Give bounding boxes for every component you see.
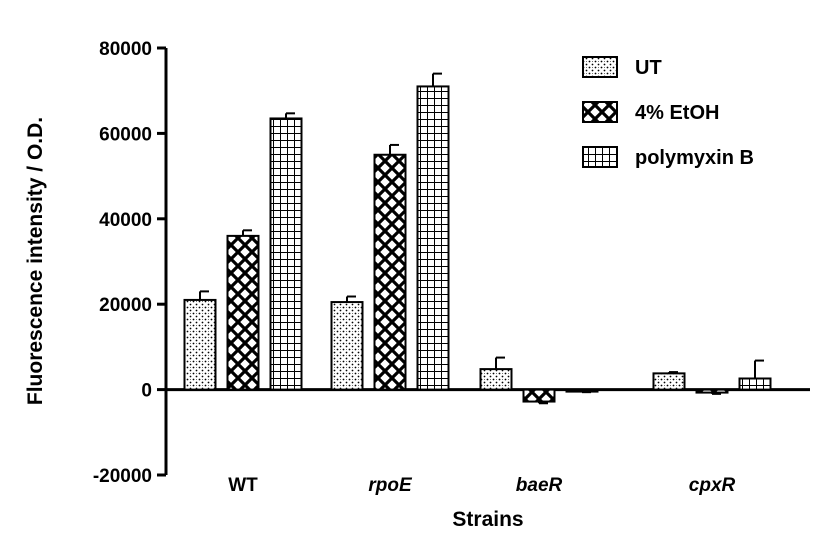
legend-swatch: [582, 146, 618, 168]
x-tick-label: baeR: [516, 475, 563, 496]
bar-cpxR-UT: [652, 372, 686, 391]
bar-baeR-4-EtOH: [522, 388, 556, 403]
bar-rpoE-4-EtOH: [373, 153, 407, 391]
x-tick-label: WT: [228, 475, 258, 496]
legend-label: UT: [635, 57, 662, 79]
bar-WT-UT: [183, 298, 217, 391]
legend-label: 4% EtOH: [635, 102, 719, 124]
bar-baeR-UT: [479, 368, 513, 391]
bar-WT-4-EtOH: [226, 234, 260, 391]
bar-cpxR-4-EtOH: [695, 388, 729, 394]
bar-cpxR-polymyxin-B: [738, 377, 772, 391]
y-tick-label: 80000: [99, 39, 152, 60]
legend-label: polymyxin B: [635, 147, 754, 169]
bar-rpoE-UT: [330, 301, 364, 391]
legend-swatch: [582, 101, 618, 123]
y-tick-label: 0: [141, 381, 152, 402]
y-tick-label: 20000: [99, 295, 152, 316]
x-tick-label: cpxR: [689, 475, 736, 496]
x-axis-title: Strains: [452, 508, 523, 531]
bars: [183, 72, 772, 405]
legend: UT 4% EtOH polymyxin B: [582, 56, 754, 169]
y-tick-label: 40000: [99, 210, 152, 231]
x-tick-label: rpoE: [368, 475, 413, 496]
bar-WT-polymyxin-B: [269, 117, 303, 391]
bar-rpoE-polymyxin-B: [416, 85, 450, 391]
y-axis-title: Fluorescence intensity / O.D.: [24, 117, 47, 405]
y-tick-label: -20000: [93, 466, 152, 487]
legend-swatch: [582, 56, 618, 78]
y-tick-label: 60000: [99, 124, 152, 145]
